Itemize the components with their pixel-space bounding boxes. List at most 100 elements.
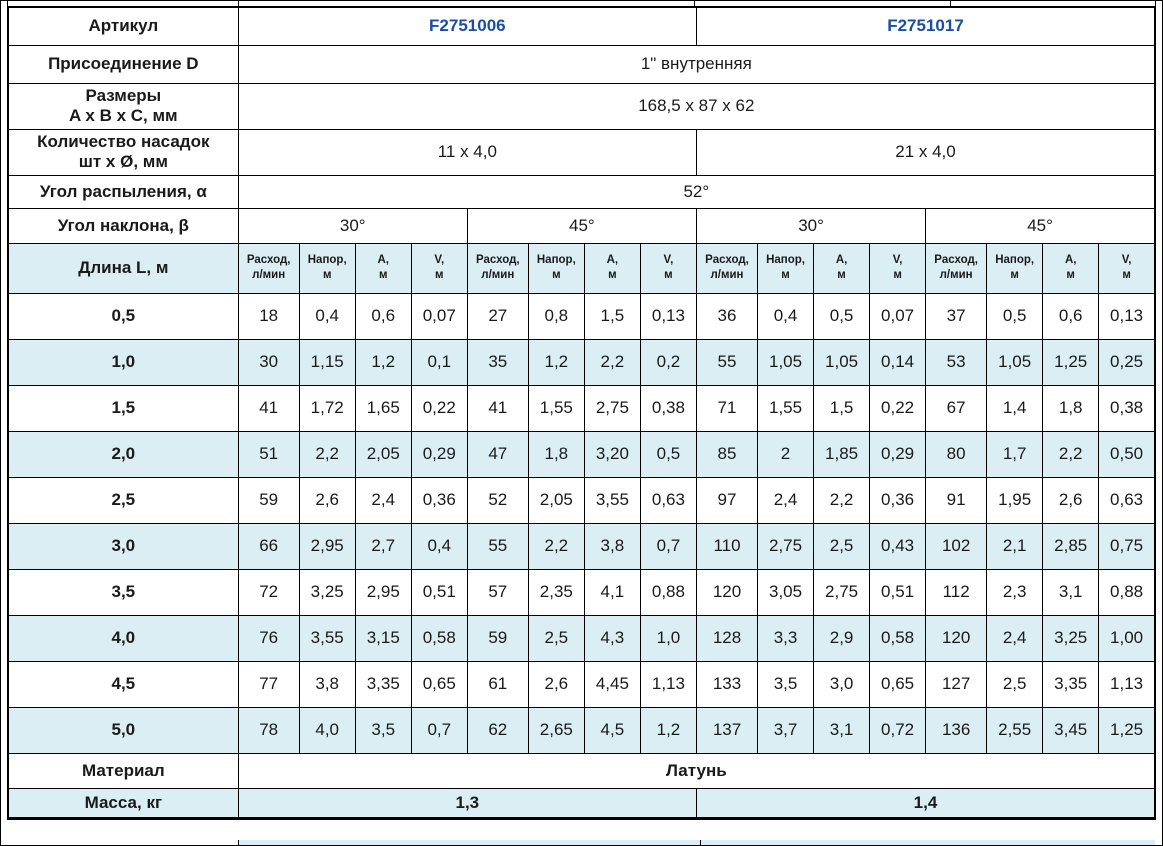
col-header-flow: Расход, л/мин bbox=[925, 242, 988, 294]
data-cell: 1,05 bbox=[757, 338, 815, 386]
data-cell: 51 bbox=[237, 430, 300, 478]
data-cell: 3,15 bbox=[354, 614, 412, 662]
data-cell: 1,8 bbox=[1042, 384, 1100, 432]
data-cell: 0,88 bbox=[1098, 568, 1156, 616]
data-cell: 1,95 bbox=[986, 476, 1044, 524]
data-row: 2,0 51 2,2 2,05 0,29 47 1,8 3,20 0,5 85 2 1,85 0,29 8… bbox=[7, 430, 1156, 478]
connection-row: Присоединение D 1" внутренняя bbox=[7, 44, 1156, 84]
data-cell: 0,07 bbox=[410, 292, 468, 340]
data-cell: 2,05 bbox=[527, 476, 585, 524]
col-header-line: V, bbox=[892, 254, 903, 267]
spec-table: Артикул F2751006 F2751017 Присоединение … bbox=[7, 6, 1156, 820]
data-cell: 3,5 bbox=[757, 660, 815, 708]
col-header-line: A, bbox=[606, 254, 619, 267]
article-number-link[interactable]: F2751006 bbox=[237, 6, 697, 46]
nozzles-row: Количество насадок шт х Ø, мм 11 x 4,0 2… bbox=[7, 128, 1156, 176]
data-cell: 1,55 bbox=[757, 384, 815, 432]
col-header-a: A, м bbox=[354, 242, 412, 294]
data-cell: 2,5 bbox=[813, 522, 871, 570]
data-cell: 59 bbox=[237, 476, 300, 524]
data-cell: 2,2 bbox=[527, 522, 585, 570]
col-header-line: V, bbox=[663, 254, 674, 267]
data-cell: 0,36 bbox=[410, 476, 468, 524]
data-cell: 0,22 bbox=[869, 384, 927, 432]
article-number-link[interactable]: F2751017 bbox=[695, 6, 1156, 46]
data-cell: 3,1 bbox=[813, 706, 871, 754]
data-cell: 2,5 bbox=[986, 660, 1044, 708]
data-cell: 0,6 bbox=[354, 292, 412, 340]
spray-angle-label: Угол распыления, α bbox=[7, 174, 239, 209]
data-cell: 27 bbox=[466, 292, 529, 340]
col-header-line: м bbox=[1010, 269, 1019, 281]
article-label: Артикул bbox=[7, 6, 239, 46]
data-cell: 30 bbox=[237, 338, 300, 386]
col-header-line: Напор, bbox=[536, 254, 576, 267]
data-cell: 36 bbox=[695, 292, 759, 340]
data-cell: 3,0 bbox=[813, 660, 871, 708]
data-cell: 0,58 bbox=[410, 614, 468, 662]
dimensions-label: Размеры A x B x C, мм bbox=[7, 82, 239, 130]
data-cell: 102 bbox=[925, 522, 988, 570]
data-cell: 2,35 bbox=[527, 568, 585, 616]
data-cell: 4,45 bbox=[583, 660, 641, 708]
data-cell: 2,6 bbox=[1042, 476, 1100, 524]
row-length-label: 3,5 bbox=[7, 568, 239, 616]
data-cell: 0,13 bbox=[1098, 292, 1156, 340]
data-cell: 0,5 bbox=[813, 292, 871, 340]
data-cell: 1,2 bbox=[354, 338, 412, 386]
col-header-a: A, м bbox=[813, 242, 871, 294]
data-cell: 0,07 bbox=[869, 292, 927, 340]
data-cell: 1,7 bbox=[986, 430, 1044, 478]
material-row: Материал Латунь bbox=[7, 752, 1156, 789]
col-header-line: A, bbox=[835, 254, 848, 267]
col-header-line: Напор, bbox=[307, 254, 347, 267]
data-cell: 0,88 bbox=[639, 568, 697, 616]
col-header-v: V, м bbox=[869, 242, 927, 294]
data-cell: 0,7 bbox=[410, 706, 468, 754]
data-cell: 0,63 bbox=[639, 476, 697, 524]
nozzles-value: 11 x 4,0 bbox=[237, 128, 697, 176]
data-cell: 127 bbox=[925, 660, 988, 708]
data-cell: 3,25 bbox=[1042, 614, 1100, 662]
col-header-line: Напор, bbox=[766, 254, 805, 267]
data-cell: 2,55 bbox=[986, 706, 1044, 754]
data-cell: 59 bbox=[466, 614, 529, 662]
col-header-head: Напор, м bbox=[527, 242, 585, 294]
dimensions-row: Размеры A x B x C, мм 168,5 x 87 x 62 bbox=[7, 82, 1156, 130]
data-cell: 72 bbox=[237, 568, 300, 616]
data-cell: 2,3 bbox=[986, 568, 1044, 616]
col-header-line: м bbox=[608, 269, 617, 281]
col-header-line: V, bbox=[1121, 254, 1132, 267]
data-cell: 1,0 bbox=[639, 614, 697, 662]
data-cell: 1,5 bbox=[583, 292, 641, 340]
col-header-line: V, bbox=[434, 254, 445, 267]
data-cell: 2,95 bbox=[354, 568, 412, 616]
data-row: 2,5 59 2,6 2,4 0,36 52 2,05 3,55 0,63 97 2,4 2,2 0,3… bbox=[7, 476, 1156, 524]
data-cell: 1,00 bbox=[1098, 614, 1156, 662]
data-cell: 1,05 bbox=[986, 338, 1044, 386]
data-cell: 1,2 bbox=[639, 706, 697, 754]
data-cell: 2 bbox=[757, 430, 815, 478]
mass-value: 1,4 bbox=[695, 787, 1156, 819]
data-cell: 3,55 bbox=[298, 614, 356, 662]
data-cell: 55 bbox=[695, 338, 759, 386]
data-cell: 2,5 bbox=[527, 614, 585, 662]
col-header-head: Напор, м bbox=[757, 242, 815, 294]
data-cell: 41 bbox=[237, 384, 300, 432]
data-cell: 66 bbox=[237, 522, 300, 570]
row-length-label: 1,0 bbox=[7, 338, 239, 386]
data-cell: 80 bbox=[925, 430, 988, 478]
data-cell: 0,7 bbox=[639, 522, 697, 570]
data-cell: 0,38 bbox=[1098, 384, 1156, 432]
data-cell: 3,05 bbox=[757, 568, 815, 616]
data-cell: 3,8 bbox=[298, 660, 356, 708]
connection-value: 1" внутренняя bbox=[237, 44, 1156, 84]
data-cell: 3,20 bbox=[583, 430, 641, 478]
data-cell: 3,25 bbox=[298, 568, 356, 616]
col-header-line: м bbox=[322, 269, 332, 281]
data-cell: 1,25 bbox=[1042, 338, 1100, 386]
crop-stub-bottom bbox=[238, 840, 239, 845]
data-cell: 1,55 bbox=[527, 384, 585, 432]
col-header-line: м bbox=[781, 269, 790, 281]
data-cell: 133 bbox=[695, 660, 759, 708]
